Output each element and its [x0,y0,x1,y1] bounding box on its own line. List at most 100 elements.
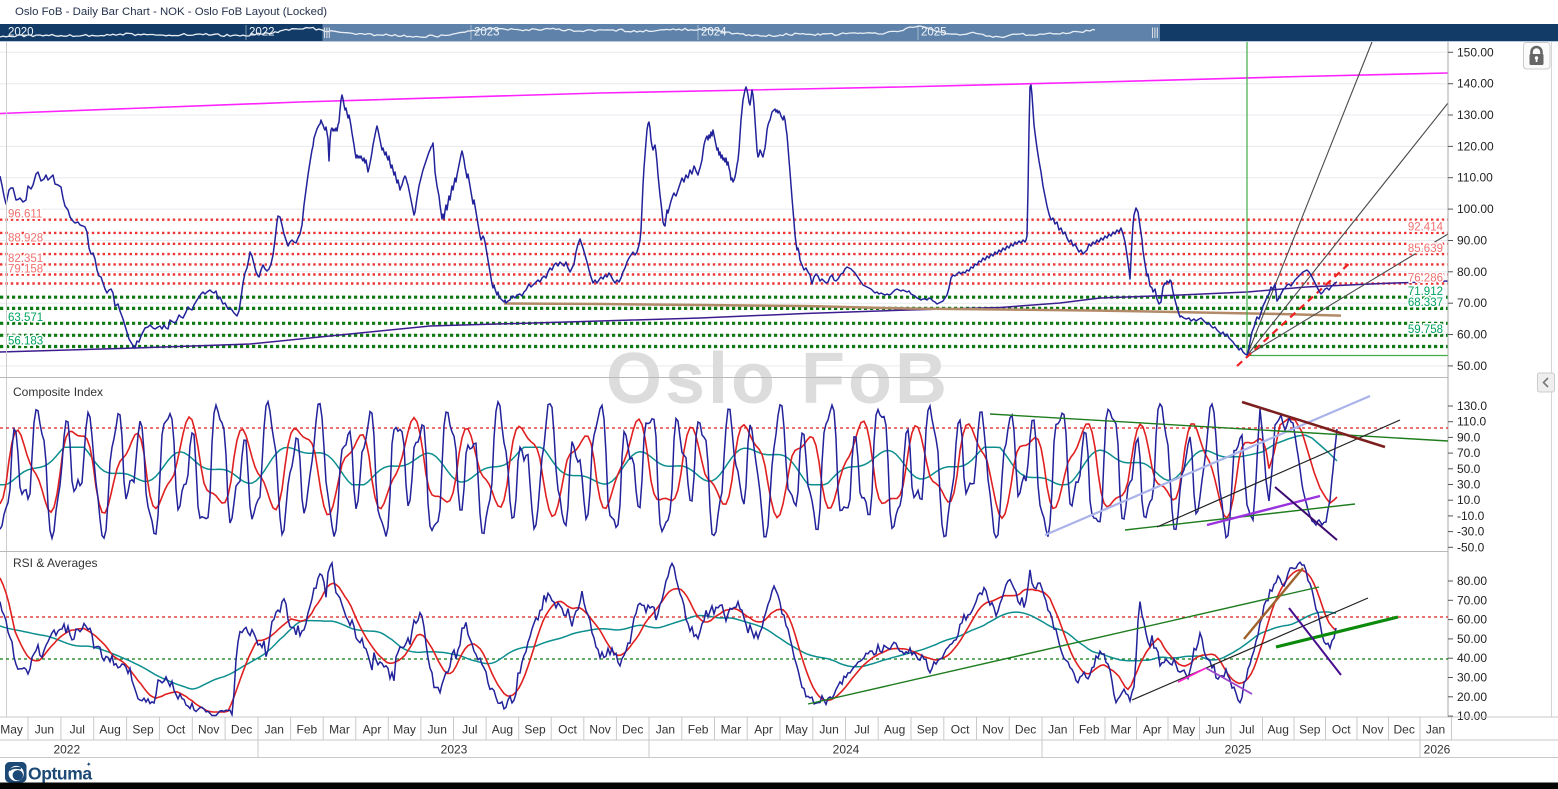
svg-text:2025: 2025 [921,27,947,39]
svg-text:Apr: Apr [1143,723,1162,737]
svg-text:Jan: Jan [1426,723,1445,737]
svg-text:-10.0: -10.0 [1457,509,1485,523]
svg-text:Nov: Nov [589,723,610,737]
svg-text:Aug: Aug [99,723,120,737]
svg-text:Jun: Jun [35,723,54,737]
svg-text:Jul: Jul [70,723,85,737]
svg-text:Feb: Feb [688,723,709,737]
svg-text:71.912: 71.912 [1408,286,1443,298]
svg-text:Dec: Dec [231,723,252,737]
svg-text:2023: 2023 [474,27,500,39]
svg-text:Oslo FoB: Oslo FoB [606,339,950,419]
svg-text:Jun: Jun [428,723,447,737]
svg-text:May: May [785,723,808,737]
svg-text:Dec: Dec [622,723,643,737]
svg-text:Feb: Feb [297,723,318,737]
svg-text:2024: 2024 [833,743,860,757]
svg-text:80.00: 80.00 [1457,265,1487,279]
svg-text:20.00: 20.00 [1457,690,1487,704]
svg-text:10.0: 10.0 [1457,493,1481,507]
svg-text:50.0: 50.0 [1457,462,1481,476]
svg-text:-50.0: -50.0 [1457,540,1485,554]
svg-text:Oct: Oct [1332,723,1351,737]
svg-text:2023: 2023 [441,743,468,757]
svg-text:Apr: Apr [363,723,382,737]
svg-text:Nov: Nov [982,723,1003,737]
svg-text:68.337: 68.337 [1408,297,1443,309]
svg-text:79.158: 79.158 [8,263,43,275]
svg-text:Jun: Jun [1206,723,1225,737]
svg-text:56.183: 56.183 [8,335,43,347]
svg-text:✦: ✦ [86,761,92,769]
svg-text:110.0: 110.0 [1457,415,1486,429]
svg-text:Aug: Aug [884,723,905,737]
svg-text:Oct: Oct [558,723,577,737]
svg-text:60.00: 60.00 [1457,328,1487,342]
svg-text:90.00: 90.00 [1457,234,1487,248]
svg-text:Jul: Jul [1239,723,1254,737]
svg-text:10.00: 10.00 [1457,709,1487,723]
svg-text:May: May [1172,723,1195,737]
svg-text:Sep: Sep [524,723,546,737]
svg-text:RSI & Averages: RSI & Averages [13,556,98,570]
svg-text:Oct: Oct [167,723,186,737]
svg-text:70.0: 70.0 [1457,446,1481,460]
svg-text:Sep: Sep [917,723,939,737]
svg-text:2022: 2022 [53,743,80,757]
svg-text:85.639: 85.639 [1408,243,1443,255]
svg-text:Dec: Dec [1015,723,1036,737]
svg-text:Optuma: Optuma [28,764,92,784]
svg-text:Aug: Aug [1268,723,1289,737]
svg-text:59.758: 59.758 [1408,324,1443,336]
svg-text:Mar: Mar [1110,723,1131,737]
svg-text:Mar: Mar [329,723,350,737]
svg-text:50.00: 50.00 [1457,359,1487,373]
svg-text:60.00: 60.00 [1457,613,1487,627]
svg-text:130.0: 130.0 [1457,399,1487,413]
svg-text:80.00: 80.00 [1457,574,1487,588]
svg-text:Sep: Sep [132,723,154,737]
svg-text:2024: 2024 [701,27,727,39]
svg-text:Jan: Jan [1048,723,1067,737]
svg-text:88.928: 88.928 [8,233,43,245]
svg-text:Nov: Nov [198,723,219,737]
svg-text:140.00: 140.00 [1457,77,1494,91]
svg-text:130.00: 130.00 [1457,108,1494,122]
svg-text:50.00: 50.00 [1457,632,1487,646]
svg-text:30.00: 30.00 [1457,671,1487,685]
svg-text:70.00: 70.00 [1457,296,1487,310]
svg-text:Oct: Oct [951,723,970,737]
svg-text:40.00: 40.00 [1457,651,1487,665]
svg-text:Dec: Dec [1394,723,1415,737]
svg-text:63.571: 63.571 [8,312,43,324]
svg-text:92.414: 92.414 [1408,222,1444,234]
svg-text:70.00: 70.00 [1457,593,1487,607]
svg-text:96.611: 96.611 [8,209,42,221]
svg-text:Aug: Aug [492,723,513,737]
svg-text:Jul: Jul [854,723,869,737]
svg-text:2026: 2026 [1424,743,1451,757]
svg-text:Jan: Jan [265,723,284,737]
svg-text:82.351: 82.351 [8,253,43,265]
svg-text:110.00: 110.00 [1457,171,1493,185]
svg-text:Apr: Apr [754,723,773,737]
svg-text:120.00: 120.00 [1457,139,1494,153]
svg-text:Mar: Mar [721,723,742,737]
svg-text:Sep: Sep [1299,723,1321,737]
svg-text:Jul: Jul [462,723,477,737]
svg-text:2025: 2025 [1225,743,1252,757]
svg-text:-30.0: -30.0 [1457,525,1485,539]
svg-text:Composite Index: Composite Index [13,385,103,399]
svg-text:May: May [0,723,23,737]
svg-text:Jun: Jun [819,723,838,737]
svg-text:76.286: 76.286 [1408,272,1443,284]
svg-text:Jan: Jan [656,723,675,737]
svg-text:100.00: 100.00 [1457,202,1494,216]
svg-text:30.0: 30.0 [1457,478,1481,492]
svg-text:90.0: 90.0 [1457,430,1481,444]
svg-text:Feb: Feb [1079,723,1100,737]
svg-text:150.00: 150.00 [1457,45,1494,59]
svg-text:May: May [393,723,416,737]
svg-text:Nov: Nov [1362,723,1383,737]
svg-text:2022: 2022 [249,27,275,39]
